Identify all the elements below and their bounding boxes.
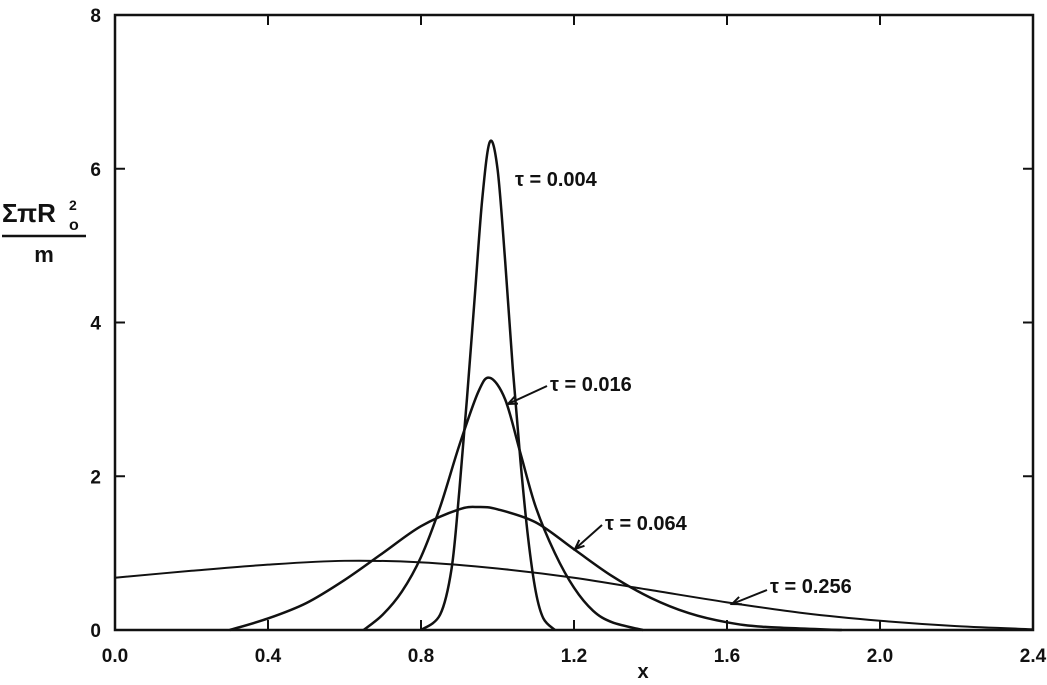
- arrow-head: [573, 539, 585, 551]
- x-tick-label: 2.4: [1020, 646, 1047, 667]
- y-tick-label: 4: [90, 314, 101, 335]
- arrow-head: [505, 395, 519, 406]
- series-line: [114, 559, 1034, 631]
- series-label: τ = 0.064: [605, 513, 688, 535]
- x-tick-label: 1.6: [714, 646, 740, 667]
- y-axis-label: ΣπR o 2 m: [2, 197, 86, 267]
- y-label-superscript: 2: [69, 197, 77, 213]
- label-arrow: [574, 524, 603, 550]
- label-arrow: [507, 385, 548, 405]
- x-tick-label: 0.8: [408, 646, 434, 667]
- series-line: [229, 505, 842, 632]
- plot-frame: [113, 13, 1035, 632]
- x-tick-label: 2.0: [867, 646, 893, 667]
- y-tick-label: 0: [90, 621, 101, 642]
- y-tick-label: 8: [90, 6, 101, 27]
- x-tick-label: 1.2: [561, 646, 587, 667]
- arrow-head: [729, 596, 743, 606]
- x-axis-label: x: [637, 661, 648, 683]
- series-line: [420, 139, 556, 632]
- y-tick-label: 6: [90, 160, 101, 181]
- y-label-numerator: ΣπR: [2, 198, 56, 228]
- x-tick-label: 0.0: [102, 646, 128, 667]
- y-label-subscript: o: [69, 217, 79, 234]
- y-tick-label: 2: [90, 467, 101, 488]
- series-label: τ = 0.016: [550, 374, 632, 396]
- x-tick-label: 0.4: [255, 646, 282, 667]
- y-label-denominator: m: [34, 242, 54, 267]
- series-label: τ = 0.256: [770, 576, 852, 598]
- label-arrow: [731, 589, 768, 605]
- series-label: τ = 0.004: [515, 169, 598, 191]
- series-line: [362, 376, 644, 632]
